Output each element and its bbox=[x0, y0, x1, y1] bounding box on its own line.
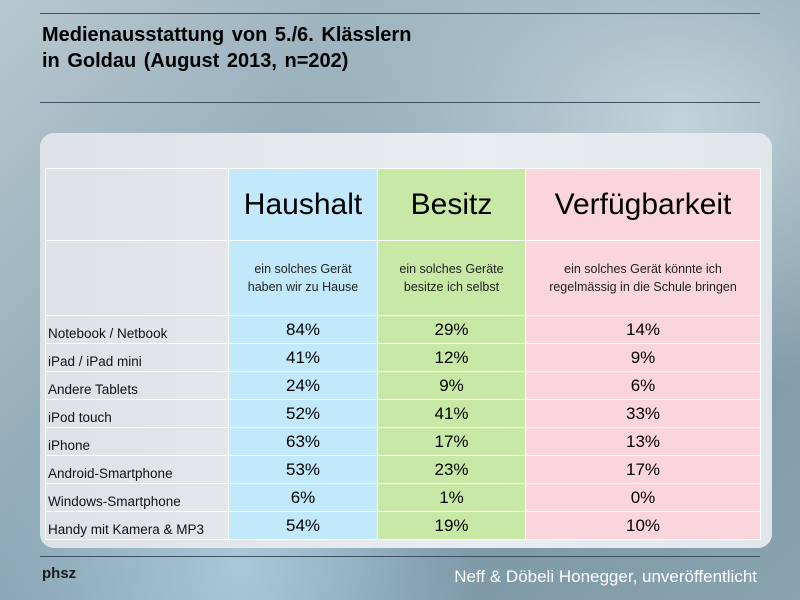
value-cell: 6% bbox=[228, 483, 378, 512]
header-verfuegbarkeit: Verfügbarkeit bbox=[525, 168, 761, 241]
credit-text: Neff & Döbeli Honegger, unveröffentlicht bbox=[454, 567, 757, 586]
value-cell: 53% bbox=[228, 455, 378, 484]
table-row: iPhone 63% 17% 13% bbox=[45, 427, 761, 456]
value-cell: 33% bbox=[525, 399, 761, 428]
row-label: Notebook / Netbook bbox=[45, 315, 229, 344]
slide-title: Medienausstattung von 5./6. Klässlern in… bbox=[42, 22, 411, 74]
value-cell: 84% bbox=[228, 315, 378, 344]
row-label: iPad / iPad mini bbox=[45, 343, 229, 372]
value-cell: 24% bbox=[228, 371, 378, 400]
value-cell: 9% bbox=[377, 371, 526, 400]
value-cell: 17% bbox=[377, 427, 526, 456]
value-cell: 54% bbox=[228, 511, 378, 540]
table-row: Andere Tablets 24% 9% 6% bbox=[45, 371, 761, 400]
header-besitz: Besitz bbox=[377, 168, 526, 241]
table-row: iPod touch 52% 41% 33% bbox=[45, 399, 761, 428]
sub-line: besitze ich selbst bbox=[403, 280, 500, 294]
value-cell: 23% bbox=[377, 455, 526, 484]
title-line-1: Medienausstattung von 5./6. Klässlern bbox=[42, 24, 412, 46]
value-cell: 10% bbox=[525, 511, 761, 540]
table-row: Android-Smartphone 53% 23% 17% bbox=[45, 455, 761, 484]
table-row: Handy mit Kamera & MP3 54% 19% 10% bbox=[45, 511, 761, 540]
sub-line: ein solches Geräte bbox=[399, 262, 504, 276]
sub-line: ein solches Gerät könnte ich bbox=[564, 262, 722, 276]
value-cell: 41% bbox=[228, 343, 378, 372]
value-cell: 14% bbox=[525, 315, 761, 344]
title-line-2: in Goldau (August 2013, n=202) bbox=[42, 50, 349, 72]
media-table: Haushalt Besitz Verfügbarkeit ein solche… bbox=[45, 168, 761, 540]
header-row: Haushalt Besitz Verfügbarkeit bbox=[45, 168, 761, 241]
header-haushalt: Haushalt bbox=[228, 168, 378, 241]
table-row: Notebook / Netbook 84% 29% 14% bbox=[45, 315, 761, 344]
row-label: Handy mit Kamera & MP3 bbox=[45, 511, 229, 540]
sub-line: regelmässig in die Schule bringen bbox=[549, 280, 737, 294]
value-cell: 17% bbox=[525, 455, 761, 484]
title-rule bbox=[40, 102, 760, 103]
value-cell: 12% bbox=[377, 343, 526, 372]
corner-cell bbox=[45, 240, 229, 316]
value-cell: 52% bbox=[228, 399, 378, 428]
row-label: Andere Tablets bbox=[45, 371, 229, 400]
value-cell: 29% bbox=[377, 315, 526, 344]
row-label: iPod touch bbox=[45, 399, 229, 428]
value-cell: 0% bbox=[525, 483, 761, 512]
sub-besitz: ein solches Geräte besitze ich selbst bbox=[377, 240, 526, 316]
sub-haushalt: ein solches Gerät haben wir zu Hause bbox=[228, 240, 378, 316]
corner-cell bbox=[45, 168, 229, 241]
value-cell: 1% bbox=[377, 483, 526, 512]
footer-rule bbox=[40, 556, 760, 557]
row-label: iPhone bbox=[45, 427, 229, 456]
value-cell: 6% bbox=[525, 371, 761, 400]
table-row: Windows-Smartphone 6% 1% 0% bbox=[45, 483, 761, 512]
phsz-logo: phsz bbox=[42, 565, 77, 582]
sub-line: haben wir zu Hause bbox=[247, 280, 359, 294]
sub-line: ein solches Gerät bbox=[254, 262, 352, 276]
value-cell: 63% bbox=[228, 427, 378, 456]
value-cell: 19% bbox=[377, 511, 526, 540]
subheader-row: ein solches Gerät haben wir zu Hause ein … bbox=[45, 240, 761, 316]
value-cell: 41% bbox=[377, 399, 526, 428]
row-label: Android-Smartphone bbox=[45, 455, 229, 484]
table-row: iPad / iPad mini 41% 12% 9% bbox=[45, 343, 761, 372]
value-cell: 9% bbox=[525, 343, 761, 372]
top-rule bbox=[40, 13, 760, 14]
value-cell: 13% bbox=[525, 427, 761, 456]
row-label: Windows-Smartphone bbox=[45, 483, 229, 512]
sub-verfuegbarkeit: ein solches Gerät könnte ich regelmässig … bbox=[525, 240, 761, 316]
